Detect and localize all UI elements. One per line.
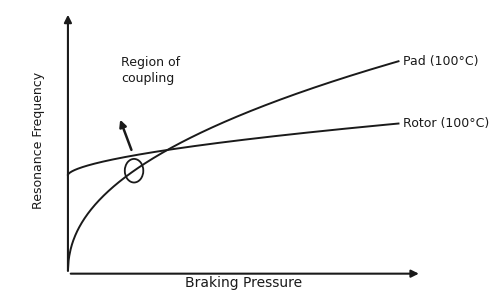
Text: Resonance Frequency: Resonance Frequency — [32, 72, 44, 209]
Text: Pad (100°C): Pad (100°C) — [404, 55, 479, 68]
Text: Region of
coupling: Region of coupling — [122, 56, 181, 85]
X-axis label: Braking Pressure: Braking Pressure — [185, 276, 302, 290]
Text: Rotor (100°C): Rotor (100°C) — [404, 117, 490, 130]
